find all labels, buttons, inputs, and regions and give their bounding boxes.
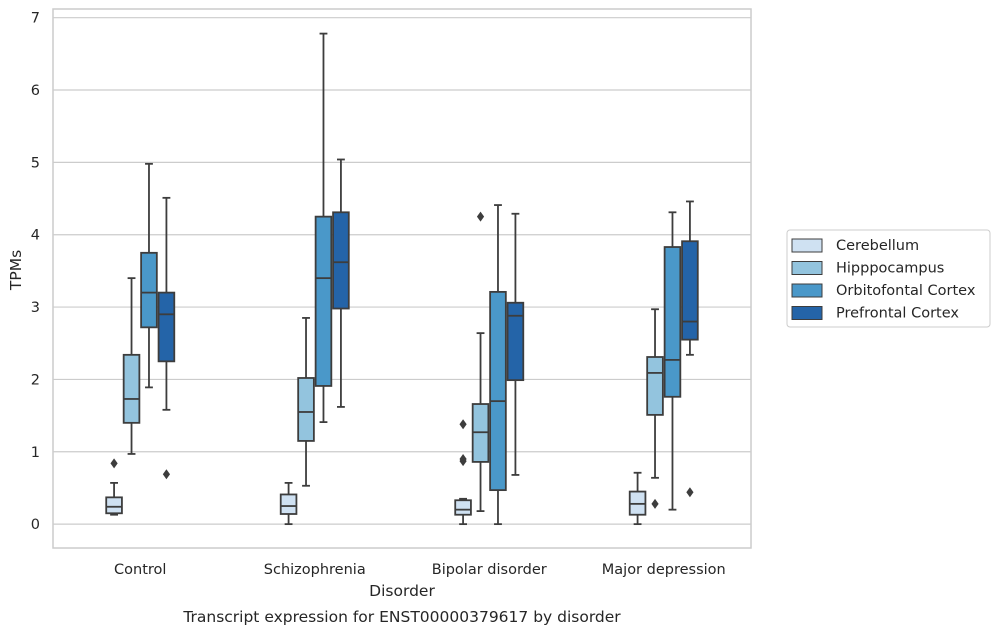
legend-label: Cerebellum	[836, 238, 919, 254]
y-tick-label: 2	[31, 372, 40, 388]
box-rect	[279, 493, 298, 515]
box	[628, 471, 647, 526]
y-tick-label: 6	[31, 83, 40, 99]
y-tick-labels: 0 1 2 3 4 5 6 7	[31, 11, 40, 533]
legend: Cerebellum Hipppocampus Orbitofontal Corte…	[786, 229, 991, 328]
x-tick-labels: Control Schizophrenia Bipolar disorder Majo…	[114, 562, 726, 578]
legend-swatch	[791, 306, 823, 320]
legend-swatch	[791, 283, 823, 298]
box	[314, 32, 333, 424]
outlier-point	[476, 211, 485, 222]
x-tick-label: Schizophrenia	[264, 562, 366, 578]
box	[663, 211, 682, 511]
chart-caption: Transcript expression for ENST0000037961…	[182, 608, 621, 626]
box-series-2	[140, 32, 682, 526]
box-series	[105, 32, 699, 526]
box	[681, 200, 699, 498]
y-tick-label: 3	[31, 300, 40, 316]
outlier-point	[110, 458, 118, 469]
box	[332, 158, 350, 408]
x-tick-label: Control	[114, 562, 166, 578]
box-series-0	[105, 419, 647, 526]
box	[122, 277, 141, 455]
box-rect	[332, 211, 350, 310]
box	[157, 196, 176, 480]
legend-swatch	[791, 261, 823, 275]
legend-item: Prefrontal Cortex	[791, 306, 959, 322]
box	[489, 204, 507, 526]
box	[454, 419, 472, 526]
y-tick-label: 0	[31, 517, 40, 533]
x-axis-label: Disorder	[369, 582, 435, 600]
box-rect	[646, 356, 664, 416]
box	[279, 481, 298, 526]
outlier-point	[162, 469, 171, 480]
box	[140, 162, 158, 389]
box-rect	[681, 240, 699, 341]
box	[646, 308, 664, 509]
box	[471, 211, 490, 513]
y-tick-label: 4	[31, 228, 40, 244]
box-series-1	[122, 211, 664, 513]
box-rect	[506, 301, 525, 382]
box-rect	[105, 496, 123, 515]
legend-label: Hipppocampus	[836, 261, 944, 277]
box-rect	[157, 291, 176, 363]
legend-frame	[786, 229, 991, 328]
box	[506, 212, 525, 476]
box-rect	[489, 290, 507, 492]
box-rect	[454, 499, 472, 516]
legend-item: Orbitofontal Cortex	[791, 283, 976, 299]
outlier-point	[459, 454, 467, 465]
box-rect	[122, 353, 141, 424]
box-series-3	[157, 158, 699, 498]
y-tick-label: 1	[31, 445, 40, 461]
outlier-point	[686, 487, 694, 498]
box-rect	[140, 251, 158, 329]
box	[105, 458, 123, 516]
box	[297, 317, 315, 487]
legend-item: Hipppocampus	[791, 261, 944, 277]
box-rect	[314, 215, 333, 387]
legend-swatch	[791, 238, 823, 253]
plot-frame	[52, 8, 752, 549]
box-rect	[297, 377, 315, 442]
box-rect	[663, 246, 682, 398]
outlier-point	[459, 419, 467, 430]
y-tick-label: 5	[31, 155, 40, 171]
legend-label: Prefrontal Cortex	[836, 306, 959, 322]
legend-item: Cerebellum	[791, 238, 919, 254]
x-tick-label: Bipolar disorder	[432, 562, 547, 578]
outlier-point	[651, 498, 659, 509]
y-tick-label: 7	[31, 11, 40, 27]
y-axis-label: TPMs	[7, 250, 25, 291]
x-tick-label: Major depression	[602, 562, 726, 578]
legend-label: Orbitofontal Cortex	[836, 283, 976, 299]
